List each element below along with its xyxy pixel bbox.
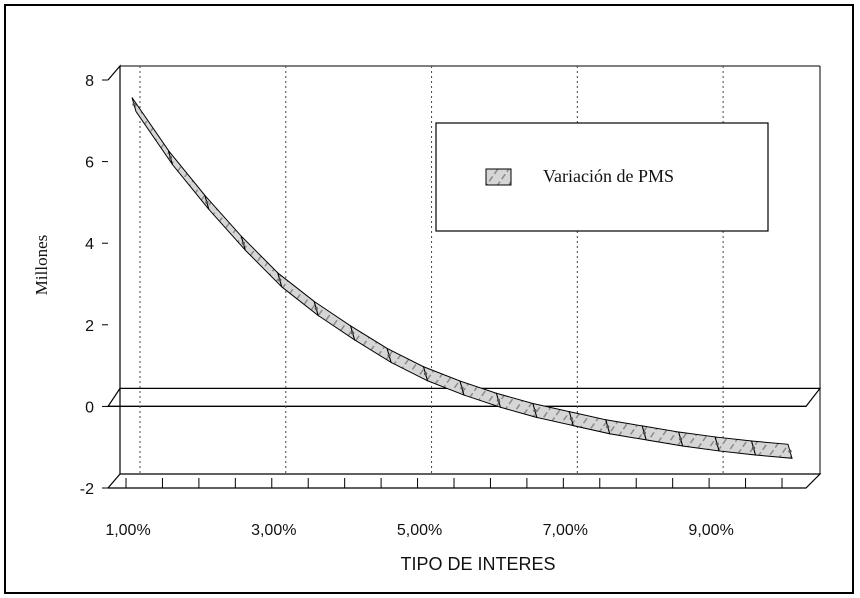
data-point (642, 431, 646, 435)
floor (108, 473, 822, 489)
x-tick-label: 7,00% (543, 522, 588, 539)
ribbon-segment (495, 392, 538, 419)
y-tick-label: 6 (85, 155, 94, 172)
ribbon-segment (459, 380, 502, 409)
ribbon-segment (677, 431, 720, 452)
grid-lines (139, 66, 724, 474)
chart-frame (4, 4, 854, 594)
data-point (278, 278, 282, 282)
data-point (751, 446, 756, 450)
ribbon-segment (568, 410, 611, 435)
ribbon-segment (349, 324, 392, 364)
ribbon-segment (240, 235, 283, 288)
data-point (168, 155, 173, 160)
ribbon-segment (750, 440, 793, 459)
y-tick-label: 4 (85, 236, 94, 253)
data-point (679, 437, 683, 441)
ribbon-segment (386, 347, 429, 382)
data-point (241, 241, 245, 245)
x-axis-title: TIPO DE INTERES (400, 554, 555, 574)
ribbon-segment (276, 271, 320, 317)
data-point (715, 442, 719, 446)
legend: Variación de PMS (435, 122, 769, 232)
legend-label: Variación de PMS (543, 166, 674, 186)
x-tick-label: 1,00% (105, 522, 150, 539)
ribbon-segment (641, 425, 684, 447)
data-point (460, 386, 464, 390)
x-tick-label: 5,00% (397, 522, 442, 539)
x-tick-label: 9,00% (688, 522, 733, 539)
data-point (314, 306, 318, 311)
data-point (788, 449, 792, 453)
data-point (351, 331, 355, 335)
ribbon-segment (204, 195, 246, 251)
y-axis-title: Millones (32, 235, 51, 295)
left-wall (107, 64, 121, 489)
ribbon-segment (313, 300, 356, 342)
data-point (569, 417, 573, 421)
plot-walls (106, 64, 822, 489)
data-point (533, 408, 537, 413)
y-tick-label: 0 (85, 399, 94, 416)
y-tick-label: -2 (80, 481, 94, 498)
data-point (132, 102, 136, 107)
data-point (423, 372, 428, 376)
y-tick-label: 2 (85, 318, 94, 335)
tick-layer: 8 6 4 2 0 -2 1,00% 3,00% 5,00% 7,00% 9,00% (80, 73, 783, 539)
ribbon-segment (167, 150, 210, 210)
ribbon-segment (131, 97, 173, 165)
ribbon-segment (605, 419, 647, 441)
x-tick-label: 3,00% (251, 522, 296, 539)
data-point (205, 200, 209, 204)
ribbon-layer (131, 97, 793, 459)
legend-swatch (485, 168, 512, 186)
data-point (496, 398, 501, 402)
ribbon-segment (422, 365, 465, 396)
ribbon-segment (714, 436, 757, 456)
y-tick-label: 8 (85, 73, 94, 90)
data-point (387, 353, 391, 357)
data-point (606, 425, 610, 429)
